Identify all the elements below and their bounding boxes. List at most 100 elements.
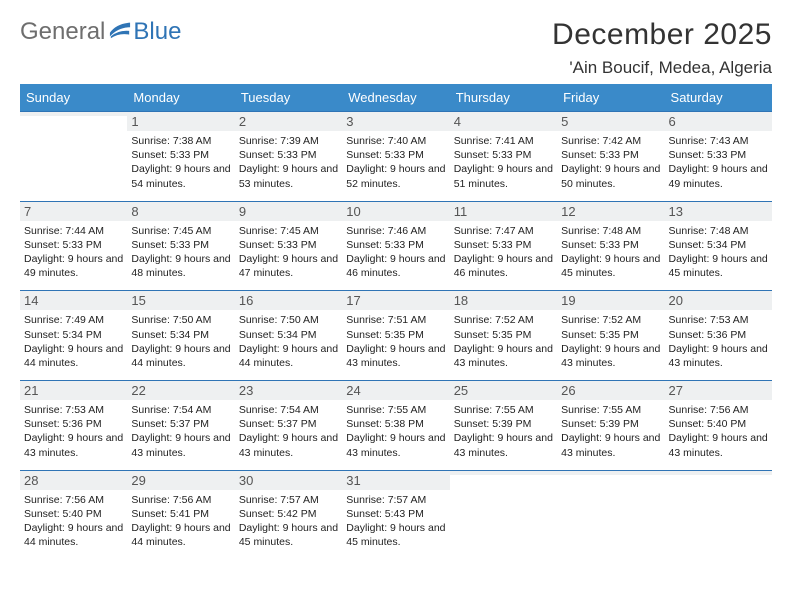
- calendar-day-cell: 10Sunrise: 7:46 AMSunset: 5:33 PMDayligh…: [342, 201, 449, 291]
- day-number: [557, 471, 664, 475]
- day-details: Sunrise: 7:55 AMSunset: 5:39 PMDaylight:…: [454, 403, 553, 460]
- day-details: Sunrise: 7:50 AMSunset: 5:34 PMDaylight:…: [239, 313, 338, 370]
- sunset-text: Sunset: 5:33 PM: [239, 238, 338, 252]
- brand-word-2: Blue: [133, 18, 181, 46]
- sunrise-text: Sunrise: 7:47 AM: [454, 224, 553, 238]
- sunrise-text: Sunrise: 7:53 AM: [669, 313, 768, 327]
- daylight-text: Daylight: 9 hours and 48 minutes.: [131, 252, 230, 280]
- sunset-text: Sunset: 5:36 PM: [669, 328, 768, 342]
- calendar-day-cell: 11Sunrise: 7:47 AMSunset: 5:33 PMDayligh…: [450, 201, 557, 291]
- sunrise-text: Sunrise: 7:50 AM: [239, 313, 338, 327]
- calendar-day-cell: 16Sunrise: 7:50 AMSunset: 5:34 PMDayligh…: [235, 291, 342, 381]
- day-details: Sunrise: 7:55 AMSunset: 5:38 PMDaylight:…: [346, 403, 445, 460]
- sunset-text: Sunset: 5:38 PM: [346, 417, 445, 431]
- sunrise-text: Sunrise: 7:57 AM: [239, 493, 338, 507]
- day-number: [20, 112, 127, 116]
- sunset-text: Sunset: 5:33 PM: [346, 238, 445, 252]
- day-number: 19: [557, 291, 664, 310]
- weekday-header: Thursday: [450, 84, 557, 112]
- day-details: Sunrise: 7:56 AMSunset: 5:40 PMDaylight:…: [24, 493, 123, 550]
- daylight-text: Daylight: 9 hours and 47 minutes.: [239, 252, 338, 280]
- sunrise-text: Sunrise: 7:43 AM: [669, 134, 768, 148]
- day-number: 28: [20, 471, 127, 490]
- sunset-text: Sunset: 5:41 PM: [131, 507, 230, 521]
- calendar-day-cell: 12Sunrise: 7:48 AMSunset: 5:33 PMDayligh…: [557, 201, 664, 291]
- weekday-header: Friday: [557, 84, 664, 112]
- calendar-day-cell: 2Sunrise: 7:39 AMSunset: 5:33 PMDaylight…: [235, 112, 342, 202]
- calendar-week-row: 7 Sunrise: 7:44 AMSunset: 5:33 PMDaylight…: [20, 201, 772, 291]
- sunset-text: Sunset: 5:34 PM: [24, 328, 123, 342]
- sunrise-text: Sunrise: 7:45 AM: [239, 224, 338, 238]
- daylight-text: Daylight: 9 hours and 43 minutes.: [239, 431, 338, 459]
- day-number: 3: [342, 112, 449, 131]
- weekday-header: Sunday: [20, 84, 127, 112]
- day-number: 15: [127, 291, 234, 310]
- weekday-header-row: Sunday Monday Tuesday Wednesday Thursday…: [20, 84, 772, 112]
- day-number: 9: [235, 202, 342, 221]
- calendar-day-cell: 3Sunrise: 7:40 AMSunset: 5:33 PMDaylight…: [342, 112, 449, 202]
- day-number: 31: [342, 471, 449, 490]
- day-number: 30: [235, 471, 342, 490]
- sunset-text: Sunset: 5:33 PM: [131, 238, 230, 252]
- sunset-text: Sunset: 5:37 PM: [239, 417, 338, 431]
- daylight-text: Daylight: 9 hours and 45 minutes.: [346, 521, 445, 549]
- day-details: Sunrise: 7:48 AMSunset: 5:33 PMDaylight:…: [561, 224, 660, 281]
- daylight-text: Daylight: 9 hours and 46 minutes.: [454, 252, 553, 280]
- day-number: 17: [342, 291, 449, 310]
- sunset-text: Sunset: 5:39 PM: [561, 417, 660, 431]
- daylight-text: Daylight: 9 hours and 43 minutes.: [561, 431, 660, 459]
- sunrise-text: Sunrise: 7:52 AM: [454, 313, 553, 327]
- day-number: 6: [665, 112, 772, 131]
- sunrise-text: Sunrise: 7:48 AM: [561, 224, 660, 238]
- daylight-text: Daylight: 9 hours and 43 minutes.: [561, 342, 660, 370]
- day-number: 22: [127, 381, 234, 400]
- sunset-text: Sunset: 5:36 PM: [24, 417, 123, 431]
- day-details: Sunrise: 7:56 AMSunset: 5:40 PMDaylight:…: [669, 403, 768, 460]
- sunrise-text: Sunrise: 7:53 AM: [24, 403, 123, 417]
- day-details: Sunrise: 7:44 AMSunset: 5:33 PMDaylight:…: [24, 224, 123, 281]
- calendar-day-cell: [450, 470, 557, 559]
- weekday-header: Monday: [127, 84, 234, 112]
- sunrise-text: Sunrise: 7:56 AM: [131, 493, 230, 507]
- day-number: 21: [20, 381, 127, 400]
- sunrise-text: Sunrise: 7:38 AM: [131, 134, 230, 148]
- sunrise-text: Sunrise: 7:57 AM: [346, 493, 445, 507]
- calendar-day-cell: 30Sunrise: 7:57 AMSunset: 5:42 PMDayligh…: [235, 470, 342, 559]
- day-details: Sunrise: 7:46 AMSunset: 5:33 PMDaylight:…: [346, 224, 445, 281]
- calendar-day-cell: 21 Sunrise: 7:53 AMSunset: 5:36 PMDayligh…: [20, 381, 127, 471]
- sunrise-text: Sunrise: 7:50 AM: [131, 313, 230, 327]
- sunrise-text: Sunrise: 7:55 AM: [561, 403, 660, 417]
- day-number: 14: [20, 291, 127, 310]
- daylight-text: Daylight: 9 hours and 44 minutes.: [24, 521, 123, 549]
- calendar-day-cell: 1 Sunrise: 7:38 AMSunset: 5:33 PMDaylight…: [127, 112, 234, 202]
- sunset-text: Sunset: 5:33 PM: [454, 238, 553, 252]
- calendar-week-row: 14Sunrise: 7:49 AMSunset: 5:34 PMDayligh…: [20, 291, 772, 381]
- sunset-text: Sunset: 5:35 PM: [454, 328, 553, 342]
- sunset-text: Sunset: 5:33 PM: [561, 238, 660, 252]
- day-number: 2: [235, 112, 342, 131]
- sunset-text: Sunset: 5:33 PM: [346, 148, 445, 162]
- daylight-text: Daylight: 9 hours and 44 minutes.: [24, 342, 123, 370]
- day-details: Sunrise: 7:52 AMSunset: 5:35 PMDaylight:…: [561, 313, 660, 370]
- sunrise-text: Sunrise: 7:54 AM: [239, 403, 338, 417]
- calendar-day-cell: 20Sunrise: 7:53 AMSunset: 5:36 PMDayligh…: [665, 291, 772, 381]
- sunrise-text: Sunrise: 7:56 AM: [669, 403, 768, 417]
- day-number: 7: [20, 202, 127, 221]
- sunset-text: Sunset: 5:40 PM: [24, 507, 123, 521]
- daylight-text: Daylight: 9 hours and 54 minutes.: [131, 162, 230, 190]
- daylight-text: Daylight: 9 hours and 43 minutes.: [454, 342, 553, 370]
- day-number: 29: [127, 471, 234, 490]
- calendar-day-cell: [665, 470, 772, 559]
- header-row: General Blue December 2025 'Ain Boucif, …: [20, 18, 772, 78]
- daylight-text: Daylight: 9 hours and 43 minutes.: [24, 431, 123, 459]
- sunrise-text: Sunrise: 7:52 AM: [561, 313, 660, 327]
- calendar-day-cell: 26Sunrise: 7:55 AMSunset: 5:39 PMDayligh…: [557, 381, 664, 471]
- page-title: December 2025: [552, 18, 772, 52]
- day-number: 1: [127, 112, 234, 131]
- sunset-text: Sunset: 5:33 PM: [131, 148, 230, 162]
- sunrise-text: Sunrise: 7:51 AM: [346, 313, 445, 327]
- daylight-text: Daylight: 9 hours and 44 minutes.: [131, 521, 230, 549]
- daylight-text: Daylight: 9 hours and 49 minutes.: [669, 162, 768, 190]
- daylight-text: Daylight: 9 hours and 43 minutes.: [669, 342, 768, 370]
- daylight-text: Daylight: 9 hours and 50 minutes.: [561, 162, 660, 190]
